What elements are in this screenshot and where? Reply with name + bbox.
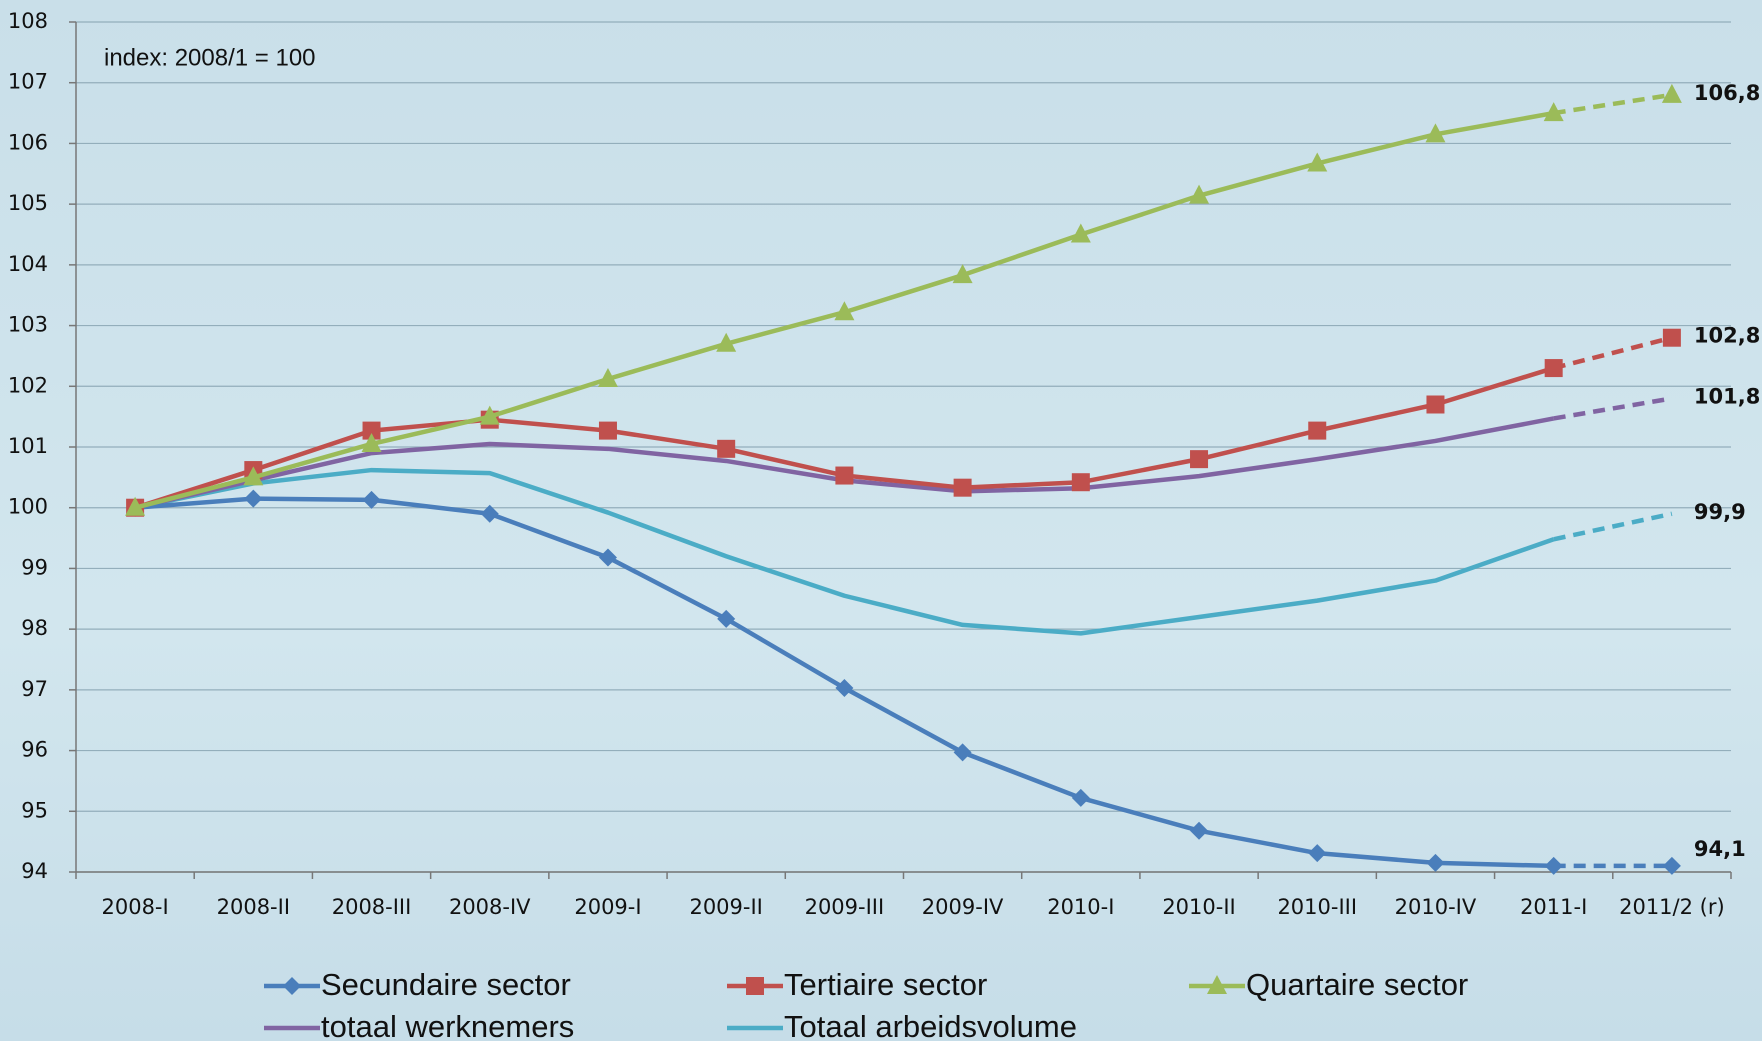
x-tick-label: 2008-III bbox=[332, 895, 412, 919]
x-tick-label: 2010-II bbox=[1162, 895, 1235, 919]
marker bbox=[1544, 359, 1563, 378]
x-tick-label: 2009-I bbox=[574, 895, 641, 919]
marker bbox=[1207, 975, 1227, 994]
marker bbox=[1189, 184, 1210, 204]
y-tick-label: 102 bbox=[8, 373, 48, 397]
y-tick-label: 103 bbox=[8, 313, 48, 337]
marker bbox=[952, 264, 973, 284]
marker bbox=[243, 466, 264, 486]
value-label: 99,9 bbox=[1694, 500, 1746, 524]
legend-label: Secundaire sector bbox=[321, 967, 571, 1002]
marker bbox=[597, 368, 618, 387]
series: 106,8 bbox=[125, 81, 1760, 516]
x-tick-label: 2008-IV bbox=[449, 895, 531, 919]
x-tick-label: 2009-III bbox=[805, 895, 885, 919]
marker bbox=[1307, 152, 1328, 172]
y-tick-label: 97 bbox=[21, 677, 48, 701]
marker bbox=[1190, 821, 1209, 840]
marker bbox=[479, 405, 500, 425]
marker bbox=[1071, 473, 1090, 492]
marker bbox=[598, 548, 617, 567]
marker bbox=[1308, 421, 1327, 440]
x-tick-label: 2010-IV bbox=[1395, 895, 1477, 919]
series: 101,8 bbox=[134, 384, 1760, 510]
value-label: 102,8 bbox=[1694, 324, 1760, 348]
y-tick-label: 105 bbox=[8, 191, 48, 215]
marker bbox=[835, 679, 854, 698]
x-tick-label: 2011-I bbox=[1520, 895, 1587, 919]
marker bbox=[1070, 223, 1091, 243]
series-line bbox=[134, 416, 1555, 510]
marker bbox=[953, 478, 972, 497]
marker bbox=[1425, 123, 1446, 143]
marker bbox=[362, 421, 381, 440]
marker bbox=[1426, 853, 1445, 872]
series: 94,1 bbox=[126, 489, 1746, 875]
series-line-projection bbox=[1553, 335, 1673, 371]
marker bbox=[1308, 844, 1327, 863]
x-tick-label: 2010-I bbox=[1047, 895, 1114, 919]
y-tick-label: 98 bbox=[21, 616, 48, 640]
x-tick-label: 2008-I bbox=[101, 895, 168, 919]
marker bbox=[1662, 856, 1681, 875]
series-line-projection bbox=[1553, 92, 1673, 116]
marker bbox=[716, 332, 737, 352]
marker bbox=[362, 490, 381, 509]
value-label: 101,8 bbox=[1694, 384, 1760, 408]
y-tick-label: 96 bbox=[21, 738, 48, 762]
x-tick-label: 2010-III bbox=[1277, 895, 1357, 919]
legend-label: Quartaire sector bbox=[1246, 967, 1468, 1002]
y-tick-label: 104 bbox=[8, 252, 48, 276]
marker bbox=[598, 421, 617, 440]
legend-label: Tertiaire sector bbox=[784, 967, 987, 1002]
marker bbox=[283, 977, 301, 995]
marker bbox=[746, 977, 764, 995]
y-tick-label: 107 bbox=[8, 70, 48, 94]
y-tick-label: 94 bbox=[21, 859, 48, 883]
series-line-projection bbox=[1553, 511, 1673, 542]
series-line bbox=[134, 467, 1555, 636]
marker bbox=[1071, 788, 1090, 807]
series: 99,9 bbox=[134, 467, 1746, 636]
y-tick-label: 106 bbox=[8, 130, 48, 154]
value-label: 106,8 bbox=[1694, 81, 1760, 105]
x-tick-label: 2009-IV bbox=[922, 895, 1004, 919]
marker bbox=[717, 439, 736, 458]
y-tick-label: 101 bbox=[8, 434, 48, 458]
y-tick-label: 99 bbox=[21, 555, 48, 579]
marker bbox=[1543, 102, 1564, 122]
x-tick-label: 2009-II bbox=[689, 895, 762, 919]
marker bbox=[835, 466, 854, 485]
marker bbox=[244, 489, 263, 508]
series-line bbox=[134, 365, 1555, 510]
x-tick-label: 2008-II bbox=[217, 895, 290, 919]
legend-label: Totaal arbeidsvolume bbox=[784, 1009, 1077, 1041]
y-tick-label: 100 bbox=[8, 495, 48, 519]
marker bbox=[953, 743, 972, 762]
marker bbox=[125, 496, 146, 516]
marker bbox=[1662, 328, 1681, 347]
marker bbox=[1661, 83, 1682, 103]
marker bbox=[1426, 395, 1445, 414]
value-label: 94,1 bbox=[1694, 837, 1746, 861]
marker bbox=[717, 609, 736, 628]
marker bbox=[834, 301, 855, 321]
legend-label: totaal werknemers bbox=[321, 1009, 574, 1041]
marker bbox=[480, 504, 499, 523]
marker bbox=[1544, 856, 1563, 875]
series-line-projection bbox=[1553, 396, 1673, 421]
annotation: index: 2008/1 = 100 bbox=[104, 44, 316, 71]
x-tick-label: 2011/2 (r) bbox=[1619, 895, 1725, 919]
y-tick-label: 108 bbox=[8, 9, 48, 33]
marker bbox=[1190, 450, 1209, 469]
series: 102,8 bbox=[126, 324, 1760, 517]
y-tick-label: 95 bbox=[21, 798, 48, 822]
marker bbox=[361, 432, 382, 452]
